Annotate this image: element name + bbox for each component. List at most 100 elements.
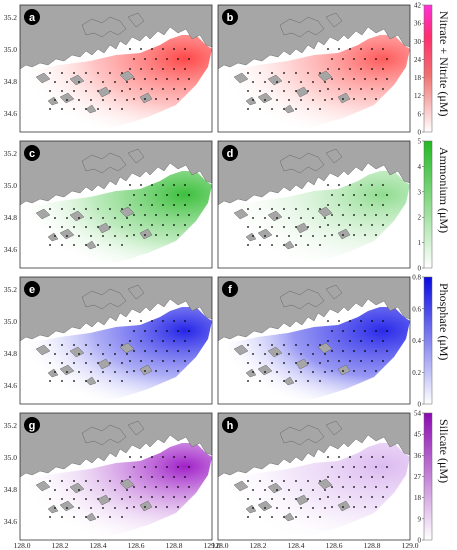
station-marker (319, 208, 321, 210)
station-marker (360, 476, 362, 478)
station-marker (349, 88, 351, 90)
station-marker (151, 184, 153, 186)
station-marker (97, 344, 99, 346)
station-marker (319, 380, 321, 382)
station-marker (177, 486, 179, 488)
station-marker (247, 362, 249, 364)
station-marker (364, 78, 366, 80)
station-marker (247, 344, 249, 346)
island (35, 72, 51, 84)
colorbar-tick: 9 (418, 515, 422, 523)
colorbar-tick: 27 (414, 473, 422, 481)
station-marker (109, 516, 111, 518)
station-marker (252, 81, 254, 83)
station-marker (73, 72, 75, 74)
map-panel-b: b (217, 4, 411, 133)
station-marker (73, 344, 75, 346)
panel-label-badge (24, 417, 40, 433)
station-marker (144, 234, 146, 236)
station-marker (382, 496, 384, 498)
station-marker (324, 507, 326, 509)
station-marker (109, 344, 111, 346)
station-marker (371, 476, 373, 478)
station-marker (283, 480, 285, 482)
station-marker (173, 360, 175, 362)
station-marker (364, 486, 366, 488)
station-marker (126, 371, 128, 373)
panel-label-badge (222, 145, 238, 161)
station-marker (162, 320, 164, 322)
station-marker (382, 476, 384, 478)
station-marker (319, 516, 321, 518)
station-marker (61, 498, 63, 500)
station-marker (349, 456, 351, 458)
station-marker (90, 353, 92, 355)
station-marker (49, 108, 51, 110)
station-marker (360, 224, 362, 226)
station-marker (73, 480, 75, 482)
station-marker (307, 516, 309, 518)
station-marker (371, 360, 373, 362)
station-marker (166, 370, 168, 372)
station-marker (283, 498, 285, 500)
station-marker (126, 99, 128, 101)
station-marker (360, 184, 362, 186)
station-marker (121, 498, 123, 500)
station-marker (133, 330, 135, 332)
station-marker (49, 90, 51, 92)
station-marker (327, 476, 329, 478)
colorbar-tick: 0 (418, 265, 422, 273)
station-marker (307, 380, 309, 382)
station-marker (133, 194, 135, 196)
station-marker (319, 362, 321, 364)
island (139, 500, 153, 512)
station-marker (144, 214, 146, 216)
map-panel-a: a (19, 4, 213, 133)
station-marker (97, 208, 99, 210)
island (257, 92, 273, 104)
station-marker (129, 88, 131, 90)
station-marker (73, 108, 75, 110)
station-marker (129, 456, 131, 458)
station-marker (85, 244, 87, 246)
station-marker (140, 496, 142, 498)
station-marker (324, 489, 326, 491)
land-mass (218, 141, 410, 206)
station-marker (73, 244, 75, 246)
station-marker (353, 78, 355, 80)
station-marker (73, 90, 75, 92)
station-marker (133, 350, 135, 352)
station-marker (97, 244, 99, 246)
island (139, 228, 153, 240)
station-marker (259, 108, 261, 110)
station-marker (382, 224, 384, 226)
station-marker (97, 108, 99, 110)
station-marker (295, 208, 297, 210)
station-marker (109, 226, 111, 228)
station-marker (360, 88, 362, 90)
colorbars: 423630241812605432100.80.60.40.205445362… (412, 2, 433, 545)
station-marker (276, 235, 278, 237)
panel-frame (19, 276, 213, 405)
y-tick-label: 34.8 (4, 485, 17, 494)
station-marker (78, 99, 80, 101)
station-marker (382, 88, 384, 90)
station-marker (151, 224, 153, 226)
station-marker (126, 81, 128, 83)
station-marker (85, 226, 87, 228)
station-marker (61, 344, 63, 346)
station-marker (114, 217, 116, 219)
station-marker (371, 496, 373, 498)
station-marker (375, 486, 377, 488)
station-marker (349, 68, 351, 70)
station-marker (307, 90, 309, 92)
station-marker (114, 489, 116, 491)
station-marker (126, 217, 128, 219)
island (35, 480, 51, 492)
station-marker (375, 370, 377, 372)
station-marker (73, 498, 75, 500)
station-marker (276, 507, 278, 509)
colorbar-tick: 0 (418, 129, 422, 137)
station-marker (78, 217, 80, 219)
colorbar-title: Nitrate + Nitrite (μM) (437, 11, 451, 117)
